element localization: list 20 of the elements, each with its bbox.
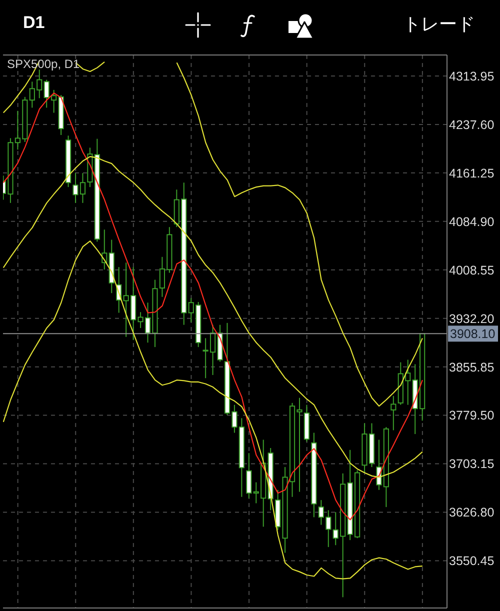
candlestick (390, 395, 396, 431)
line-series (3, 240, 423, 580)
ref-line-label: 3908.10 (450, 327, 496, 342)
candlestick (108, 239, 114, 294)
y-tick-label: 3932.20 (449, 312, 494, 326)
y-tick-label: 4008.55 (449, 263, 494, 278)
y-tick-label: 3550.45 (449, 554, 494, 568)
y-tick-label: 4161.25 (449, 166, 494, 180)
y-tick-label: 3703.15 (449, 457, 494, 472)
candlestick (246, 452, 252, 499)
y-tick-label: 4313.95 (449, 69, 494, 84)
y-tick-label: 4237.60 (449, 118, 494, 132)
y-tick-label: 3626.80 (449, 506, 494, 520)
line-series (3, 92, 423, 520)
text: トレード (403, 13, 475, 36)
text: D1 (23, 13, 45, 33)
y-tick-label: 3855.85 (449, 360, 494, 374)
candlestick (311, 432, 317, 518)
y-tick-label: 4084.90 (449, 214, 494, 229)
y-tick-label: 3779.50 (449, 408, 494, 423)
